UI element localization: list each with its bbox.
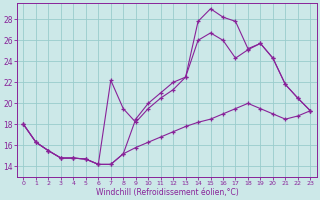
- X-axis label: Windchill (Refroidissement éolien,°C): Windchill (Refroidissement éolien,°C): [96, 188, 238, 197]
